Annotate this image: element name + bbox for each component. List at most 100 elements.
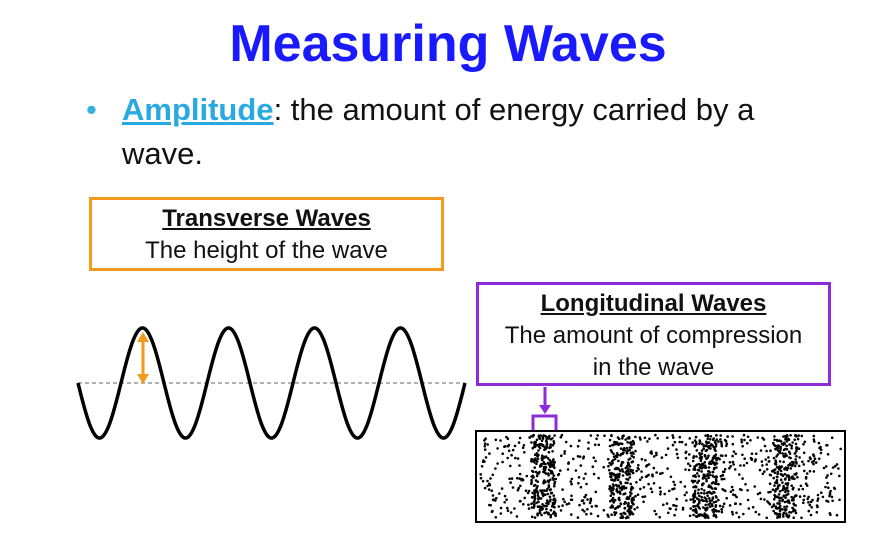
particle [540,513,543,517]
particle [733,468,737,471]
particle [839,447,842,451]
particle [783,472,787,476]
particle [714,449,717,453]
particle [649,487,653,491]
particle [812,470,816,473]
particle [552,462,556,466]
particle [637,463,640,467]
particle [548,495,552,499]
particle [494,467,497,470]
particle [671,487,674,491]
particle [534,458,537,462]
particle [549,443,552,446]
particle [535,474,539,478]
particle [777,493,781,496]
particle [538,511,542,515]
particle [532,484,536,488]
particle [518,472,522,476]
particle [642,486,646,489]
particle [648,437,651,441]
particle [750,452,754,456]
particle [740,438,743,442]
particle [756,492,760,496]
particle [700,452,704,455]
particle [592,456,596,460]
particle [768,482,772,486]
particle [698,442,701,445]
particle [655,453,658,457]
particle [539,489,542,492]
particle [559,509,563,512]
particle [606,457,610,461]
particle [647,463,651,466]
particle [789,434,792,437]
particle [545,499,549,502]
compression-bracket [531,414,558,430]
particle [761,472,765,476]
particle [626,463,630,466]
particle [790,444,793,448]
particle [479,476,483,480]
particle [784,482,788,486]
particle [692,496,696,499]
particle [544,455,548,458]
particle [643,495,647,498]
particle [788,462,792,465]
particle [819,448,823,452]
particle [773,462,777,466]
particle [628,465,632,468]
particle [612,473,616,477]
particle [773,471,777,475]
particle [619,453,622,457]
particle [802,451,806,455]
particle [735,511,738,515]
particle [536,480,539,484]
particle [557,505,561,508]
particle [731,488,735,492]
particle [774,506,778,510]
particle [673,440,677,444]
particle [561,488,564,491]
particle [552,440,555,443]
particle [538,437,542,440]
particle [737,515,741,519]
particle [533,466,536,469]
particle [610,450,614,454]
particle [803,469,806,473]
particle [731,460,735,464]
particle [610,434,613,438]
particle [610,472,614,476]
particle [533,461,536,464]
particle [531,446,535,450]
particle [708,490,711,494]
particle [724,439,728,443]
bullet: Amplitude: the amount of energy carried … [122,88,822,176]
particle [552,442,556,445]
particle [743,457,746,461]
particle [759,497,763,501]
particle [584,493,588,497]
particle [785,468,789,472]
particle [778,504,782,508]
particle [544,466,548,469]
particle [514,456,517,460]
particle [776,470,780,474]
particle [789,456,792,460]
particle [706,456,709,460]
particle [584,472,587,476]
particle [773,493,776,497]
particle [703,512,706,515]
particle [710,443,713,446]
particle [533,453,537,457]
particle [805,472,809,475]
particle [778,512,782,515]
particle [581,499,585,502]
particle [703,461,707,464]
particle [596,434,599,437]
particle [729,464,732,468]
particle [674,508,678,511]
particle [560,454,563,458]
particle [607,464,610,468]
particle [631,439,635,443]
particle [667,511,670,515]
